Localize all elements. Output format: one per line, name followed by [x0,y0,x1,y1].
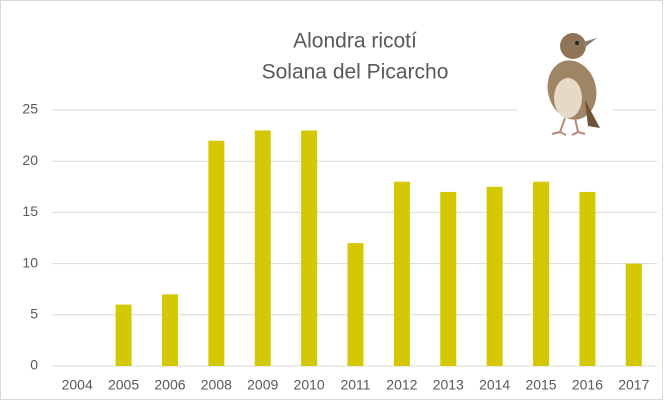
bar [161,294,178,366]
bar [486,186,503,366]
bar [579,191,596,366]
bar [115,304,132,366]
x-tick-label: 2012 [386,377,417,393]
bar [440,191,457,366]
bar [301,130,318,366]
chart-subtitle: Solana del Picarcho [262,61,449,84]
bar [208,140,225,366]
y-tick-label: 0 [30,357,38,373]
chart-title: Alondra ricotí [293,30,417,53]
x-tick-label: 2006 [154,377,185,393]
x-tick-label: 2014 [479,377,510,393]
y-tick-label: 15 [22,203,38,219]
x-tick-label: 2009 [247,377,278,393]
x-tick-label: 2008 [201,377,232,393]
x-tick-label: 2015 [525,377,556,393]
bar [625,263,642,366]
bird-illustration [517,25,612,140]
x-tick-label: 2010 [294,377,325,393]
x-tick-label: 2004 [62,377,93,393]
y-tick-label: 20 [22,152,38,168]
bar [254,130,271,366]
x-tick-label: 2005 [108,377,139,393]
y-tick-label: 10 [22,254,38,270]
y-tick-label: 25 [22,101,38,117]
x-tick-label: 2017 [618,377,649,393]
bar [347,243,364,366]
x-tick-label: 2011 [340,377,370,393]
bar [393,181,410,366]
y-tick-label: 5 [30,306,38,322]
bar [533,181,550,366]
x-tick-label: 2016 [572,377,603,393]
x-tick-label: 2013 [433,377,464,393]
